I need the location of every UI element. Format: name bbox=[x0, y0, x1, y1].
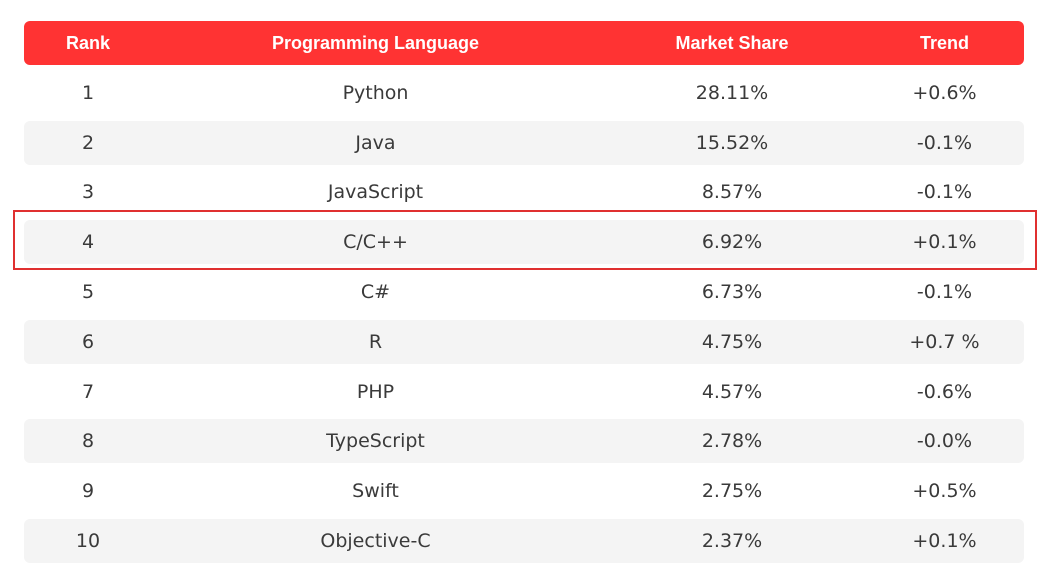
table-row: 4 C/C++ 6.92% +0.1% bbox=[24, 220, 1024, 265]
table-row: 3 JavaScript 8.57% -0.1% bbox=[24, 170, 1024, 214]
cell-language: C/C++ bbox=[343, 231, 408, 254]
table-body: 1 Python 28.11% +0.6% 2 Java 15.52% -0.1% 3 JavaS… bbox=[24, 71, 1024, 563]
table-row: 6 R 4.75% +0.7 % bbox=[24, 319, 1024, 364]
cell-trend: +0.1% bbox=[912, 231, 977, 254]
header-language: Programming Language bbox=[271, 32, 480, 53]
cell-trend: -0.1% bbox=[916, 131, 973, 154]
cell-trend: -0.1% bbox=[916, 280, 973, 303]
cell-trend: +0.7 % bbox=[909, 330, 980, 353]
cell-rank: 1 bbox=[81, 81, 95, 104]
header-trend: Trend bbox=[919, 32, 969, 53]
cell-language: Python bbox=[342, 81, 409, 104]
cell-language: C# bbox=[360, 280, 391, 303]
cell-market-share: 2.75% bbox=[701, 480, 763, 503]
cell-rank: 9 bbox=[81, 480, 95, 503]
cell-language: Java bbox=[355, 131, 396, 154]
cell-market-share: 6.92% bbox=[701, 231, 763, 254]
cell-trend: -0.1% bbox=[916, 181, 973, 204]
cell-language: Objective-C bbox=[320, 529, 431, 552]
cell-language: Swift bbox=[352, 480, 399, 503]
table-header: Rank Programming Language Market Share T… bbox=[24, 21, 1024, 65]
cell-trend: +0.1% bbox=[912, 529, 977, 552]
cell-language: TypeScript bbox=[326, 430, 425, 453]
cell-market-share: 6.73% bbox=[701, 280, 763, 303]
cell-language: PHP bbox=[356, 380, 395, 403]
cell-rank: 6 bbox=[81, 330, 95, 353]
ranking-table: Rank Programming Language Market Share T… bbox=[24, 21, 1024, 569]
cell-market-share: 4.75% bbox=[701, 330, 763, 353]
cell-trend: +0.6% bbox=[912, 81, 977, 104]
table-row: 8 TypeScript 2.78% -0.0% bbox=[24, 419, 1024, 464]
table-row: 1 Python 28.11% +0.6% bbox=[24, 71, 1024, 115]
cell-trend: -0.6% bbox=[916, 380, 973, 403]
cell-market-share: 8.57% bbox=[701, 181, 763, 204]
header-market-share: Market Share bbox=[675, 32, 789, 53]
cell-trend: -0.0% bbox=[916, 430, 973, 453]
cell-trend: +0.5% bbox=[912, 480, 977, 503]
cell-rank: 4 bbox=[81, 231, 95, 254]
cell-market-share: 28.11% bbox=[695, 81, 769, 104]
cell-rank: 3 bbox=[81, 181, 95, 204]
table-row: 9 Swift 2.75% +0.5% bbox=[24, 469, 1024, 513]
cell-market-share: 2.78% bbox=[701, 430, 763, 453]
cell-rank: 8 bbox=[81, 430, 95, 453]
cell-rank: 10 bbox=[75, 529, 101, 552]
table-row: 2 Java 15.52% -0.1% bbox=[24, 120, 1024, 165]
cell-language: JavaScript bbox=[327, 181, 424, 204]
table-row: 5 C# 6.73% -0.1% bbox=[24, 270, 1024, 314]
cell-language: R bbox=[368, 330, 383, 353]
cell-rank: 7 bbox=[81, 380, 95, 403]
cell-market-share: 15.52% bbox=[695, 131, 769, 154]
header-rank: Rank bbox=[65, 32, 110, 53]
cell-rank: 2 bbox=[81, 131, 95, 154]
table-row: 7 PHP 4.57% -0.6% bbox=[24, 370, 1024, 414]
cell-market-share: 4.57% bbox=[701, 380, 763, 403]
cell-market-share: 2.37% bbox=[701, 529, 763, 552]
cell-rank: 5 bbox=[81, 280, 95, 303]
table-row: 10 Objective-C 2.37% +0.1% bbox=[24, 518, 1024, 563]
